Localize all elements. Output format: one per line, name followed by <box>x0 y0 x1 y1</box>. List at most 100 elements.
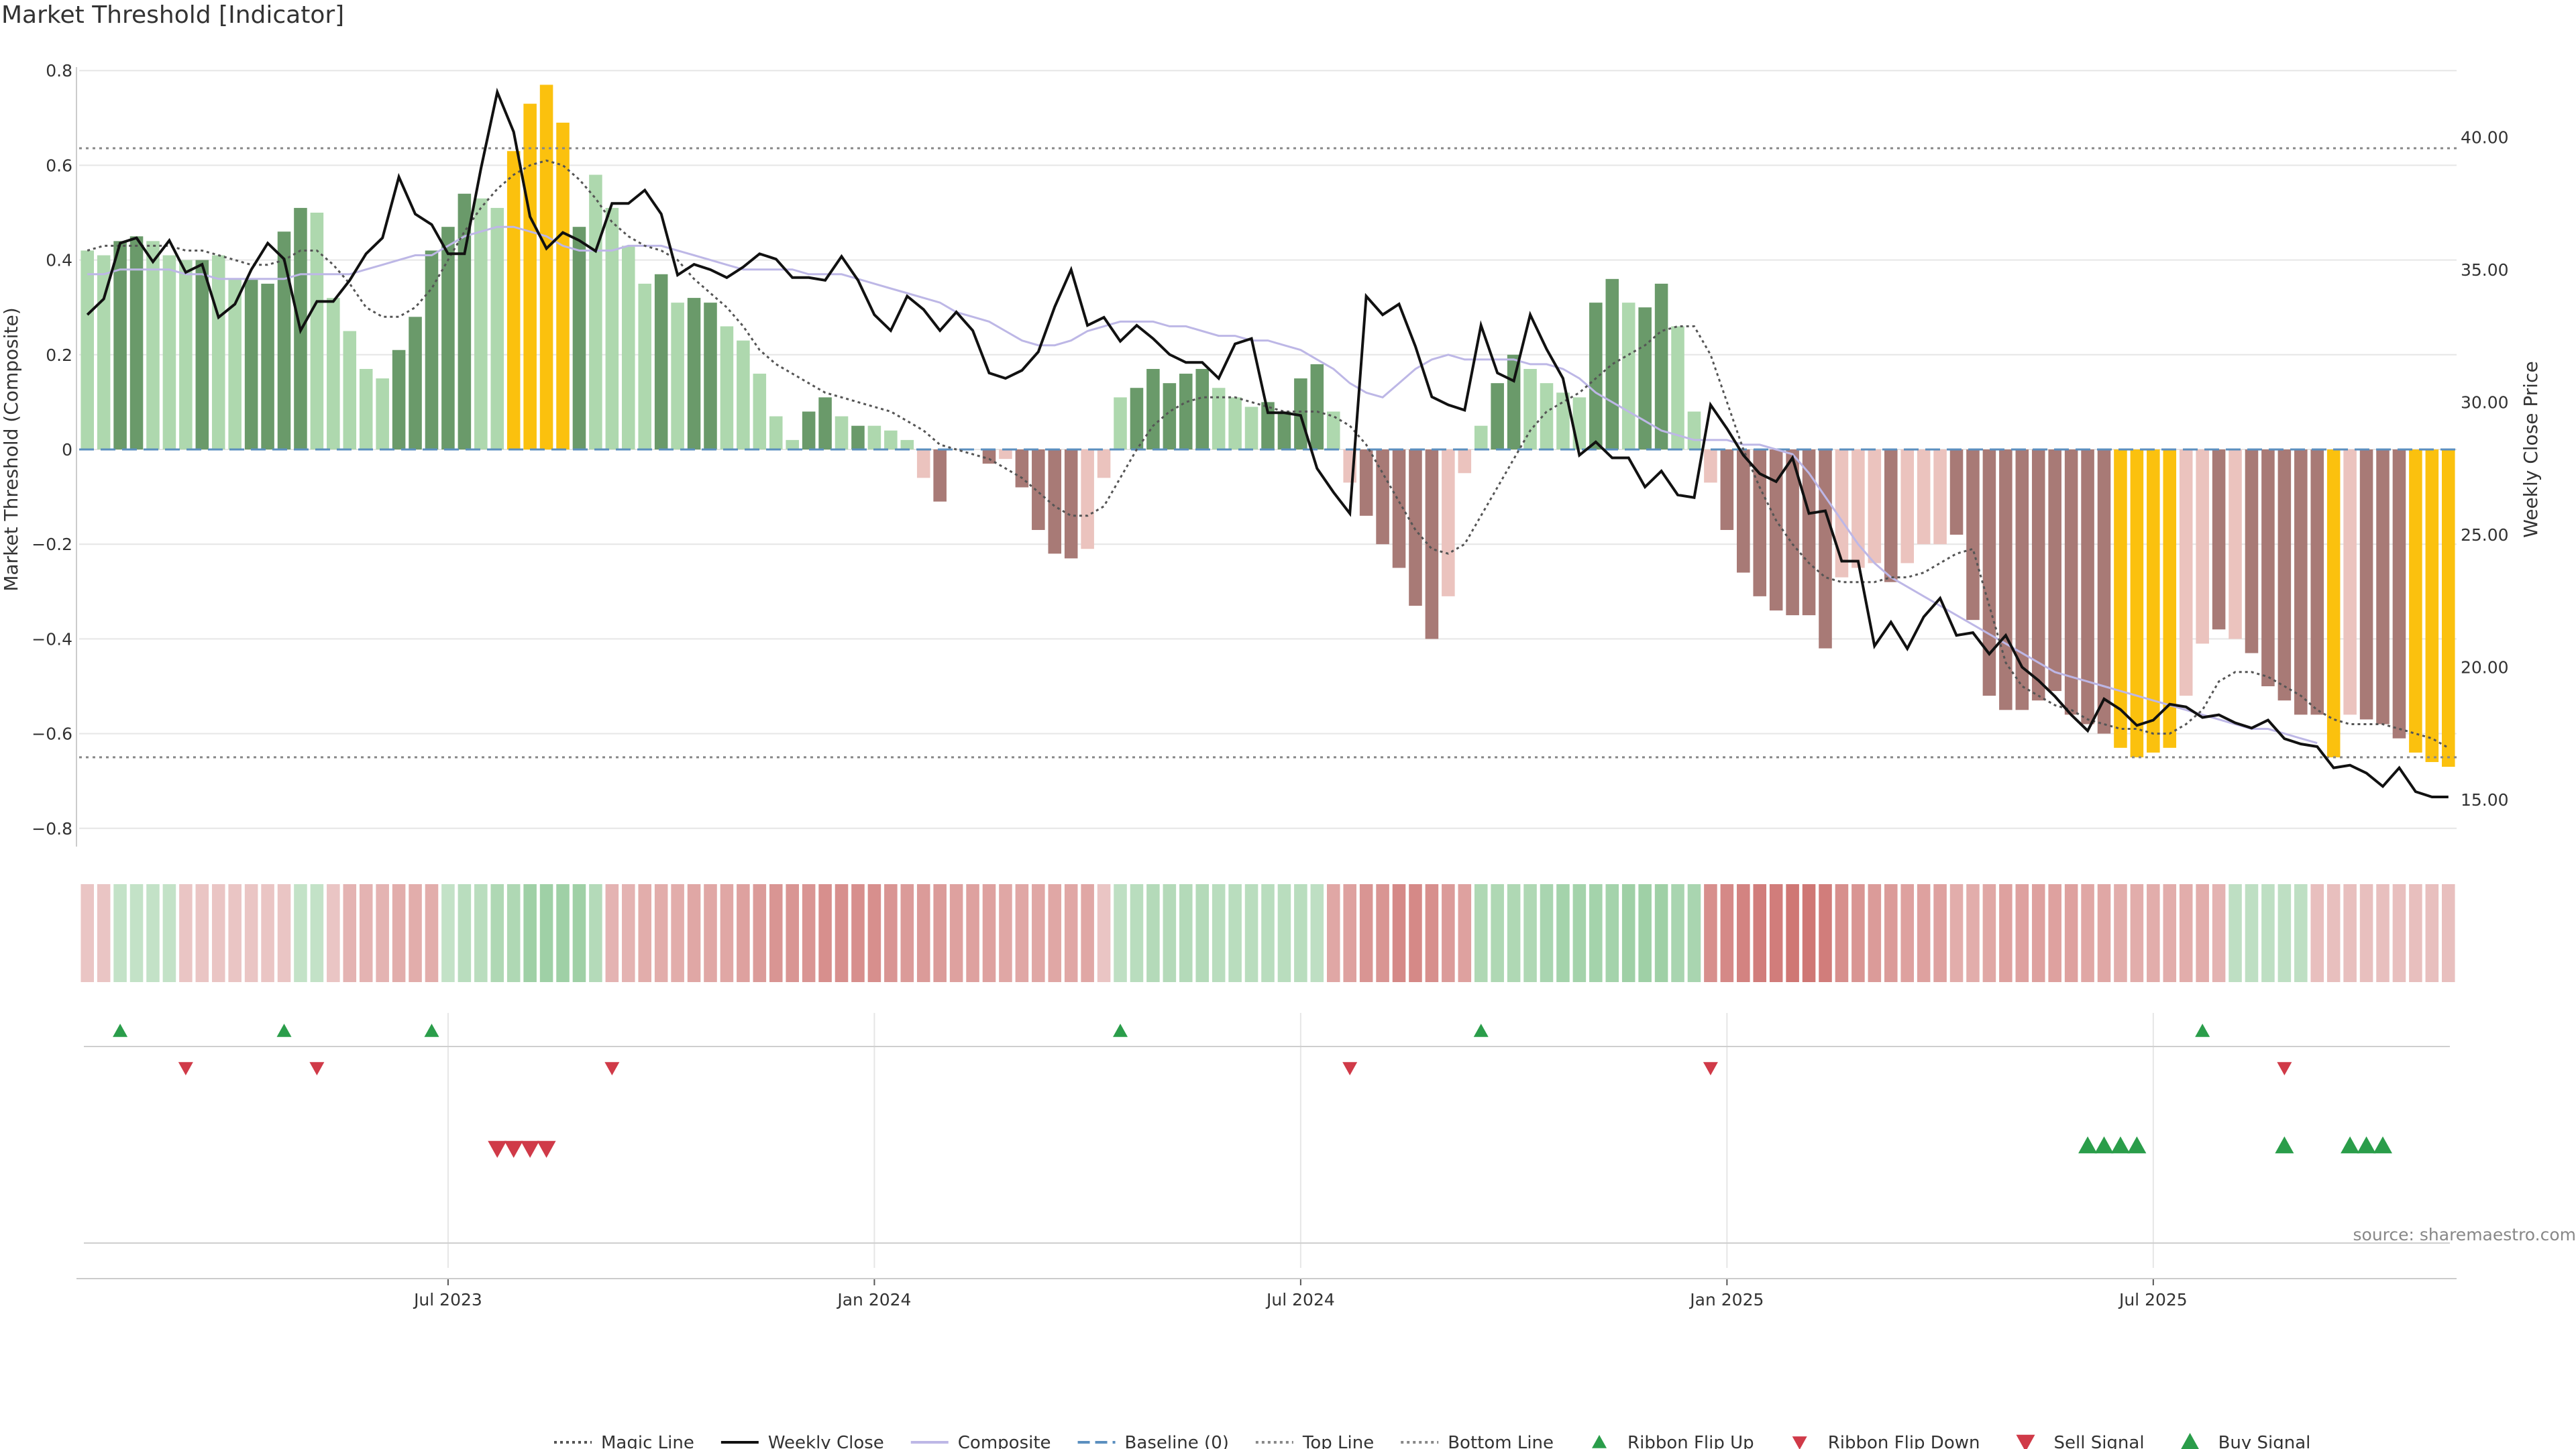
ribbon-cell <box>261 884 274 982</box>
y-tick-label-right: 15.00 <box>2461 790 2509 810</box>
ribbon-cell <box>1392 884 1406 982</box>
ribbon-cell <box>933 884 947 982</box>
composite-bar <box>1392 449 1406 568</box>
composite-bar <box>671 303 684 449</box>
ribbon-cell <box>409 884 422 982</box>
ribbon-cell <box>392 884 406 982</box>
ribbon-cell <box>835 884 849 982</box>
composite-bar <box>2031 449 2045 701</box>
ribbon-cell <box>1425 884 1439 982</box>
ribbon-cell <box>294 884 307 982</box>
composite-bar <box>1589 303 1603 449</box>
ribbon-cell <box>244 884 258 982</box>
ribbon-cell <box>1015 884 1029 982</box>
legend-label: Ribbon Flip Up <box>1627 1433 1754 1449</box>
ribbon-cell <box>1179 884 1193 982</box>
composite-bar <box>982 449 996 464</box>
composite-bar <box>556 122 570 450</box>
ribbon-cell <box>753 884 767 982</box>
ribbon-cell <box>1654 884 1668 982</box>
ribbon-cell <box>1982 884 1996 982</box>
legend-label: Ribbon Flip Down <box>1828 1433 1980 1449</box>
composite-bar <box>1228 397 1242 449</box>
ribbon-cell <box>1704 884 1717 982</box>
ribbon-cell <box>1310 884 1324 982</box>
chart-title: Market Threshold [Indicator] <box>1 1 345 29</box>
ribbon-cell <box>2326 884 2341 982</box>
composite-bar <box>818 397 832 449</box>
ribbon-cell <box>999 884 1012 982</box>
ribbon-cell <box>228 884 241 982</box>
composite-bar <box>539 85 553 449</box>
composite-bar <box>1310 364 1324 449</box>
y-axis-label-right: Weekly Close Price <box>2520 361 2542 537</box>
buy-signal-marker <box>2094 1136 2114 1154</box>
composite-bar <box>2196 449 2209 644</box>
ribbon-cell <box>2261 884 2275 982</box>
ribbon-cell <box>1671 884 1684 982</box>
composite-bar <box>1507 354 1521 449</box>
x-tick-label: Jan 2025 <box>1688 1290 1764 1309</box>
composite-bar <box>80 250 94 449</box>
ribbon-cell <box>97 884 111 982</box>
ribbon-cell <box>2343 884 2357 982</box>
ribbon-cell <box>1474 884 1488 982</box>
composite-bar <box>1720 449 1734 531</box>
composite-bar <box>720 326 734 449</box>
ribbon-cell <box>1376 884 1389 982</box>
ribbon-cell <box>1884 884 1898 982</box>
ribbon-cell <box>2064 884 2078 982</box>
ribbon-cell <box>441 884 455 982</box>
ribbon-cell <box>605 884 619 982</box>
ribbon-cell <box>916 884 930 982</box>
ribbon-cell <box>2031 884 2045 982</box>
composite-bar <box>802 411 816 449</box>
composite-bar <box>2359 449 2373 720</box>
y-tick-label-left: −0.2 <box>32 535 72 554</box>
composite-bar <box>1802 449 1816 616</box>
ribbon-cell <box>654 884 668 982</box>
ribbon-flip-up-marker <box>113 1024 128 1037</box>
ribbon-flip-down-marker <box>604 1062 620 1075</box>
ribbon-cell <box>1720 884 1734 982</box>
composite-bar <box>474 198 488 449</box>
composite-bar <box>179 260 193 449</box>
ribbon-cell <box>343 884 357 982</box>
ribbon-cell <box>1786 884 1799 982</box>
ribbon-flip-up-marker <box>2195 1024 2210 1037</box>
composite-bar <box>572 227 586 449</box>
ribbon-cell <box>1048 884 1062 982</box>
composite-bar <box>1835 449 1849 578</box>
ribbon-cell <box>786 884 799 982</box>
ribbon-cell <box>2425 884 2439 982</box>
ribbon-cell <box>1409 884 1422 982</box>
ribbon-cell <box>818 884 832 982</box>
axes-layer: 0.8 0.6 0.4 0.2 0 −0.2 −0.4 −0.6 −0.8 40.00 35.00 3… <box>0 61 2542 1309</box>
legend-label: Baseline (0) <box>1125 1433 1229 1449</box>
composite-bar <box>999 449 1012 460</box>
ribbon-cell <box>1114 884 1127 982</box>
ribbon-cell <box>474 884 488 982</box>
y-tick-label-left: 0.2 <box>46 345 72 365</box>
composite-bar <box>2343 449 2357 715</box>
ribbon-cell <box>1359 884 1373 982</box>
composite-bar <box>1523 368 1537 449</box>
ribbon-cell <box>867 884 881 982</box>
ribbon-cell <box>2392 884 2406 982</box>
ribbon-cell <box>1097 884 1111 982</box>
ribbon-cell <box>1146 884 1160 982</box>
composite-bar <box>376 378 389 449</box>
ribbon-cell <box>506 884 521 982</box>
ribbon-cell <box>2442 884 2455 982</box>
ribbon-cell <box>2212 884 2226 982</box>
ribbon-cell <box>523 884 537 982</box>
ribbon-cell <box>1589 884 1603 982</box>
composite-bar <box>2212 449 2226 630</box>
legend-label: Magic Line <box>601 1433 694 1449</box>
composite-bar <box>884 430 898 449</box>
y-tick-label-left: −0.4 <box>32 629 72 649</box>
composite-bar <box>2064 449 2078 715</box>
ribbon-cell <box>1294 884 1307 982</box>
composite-bar <box>1277 411 1291 449</box>
ribbon-cell <box>146 884 160 982</box>
